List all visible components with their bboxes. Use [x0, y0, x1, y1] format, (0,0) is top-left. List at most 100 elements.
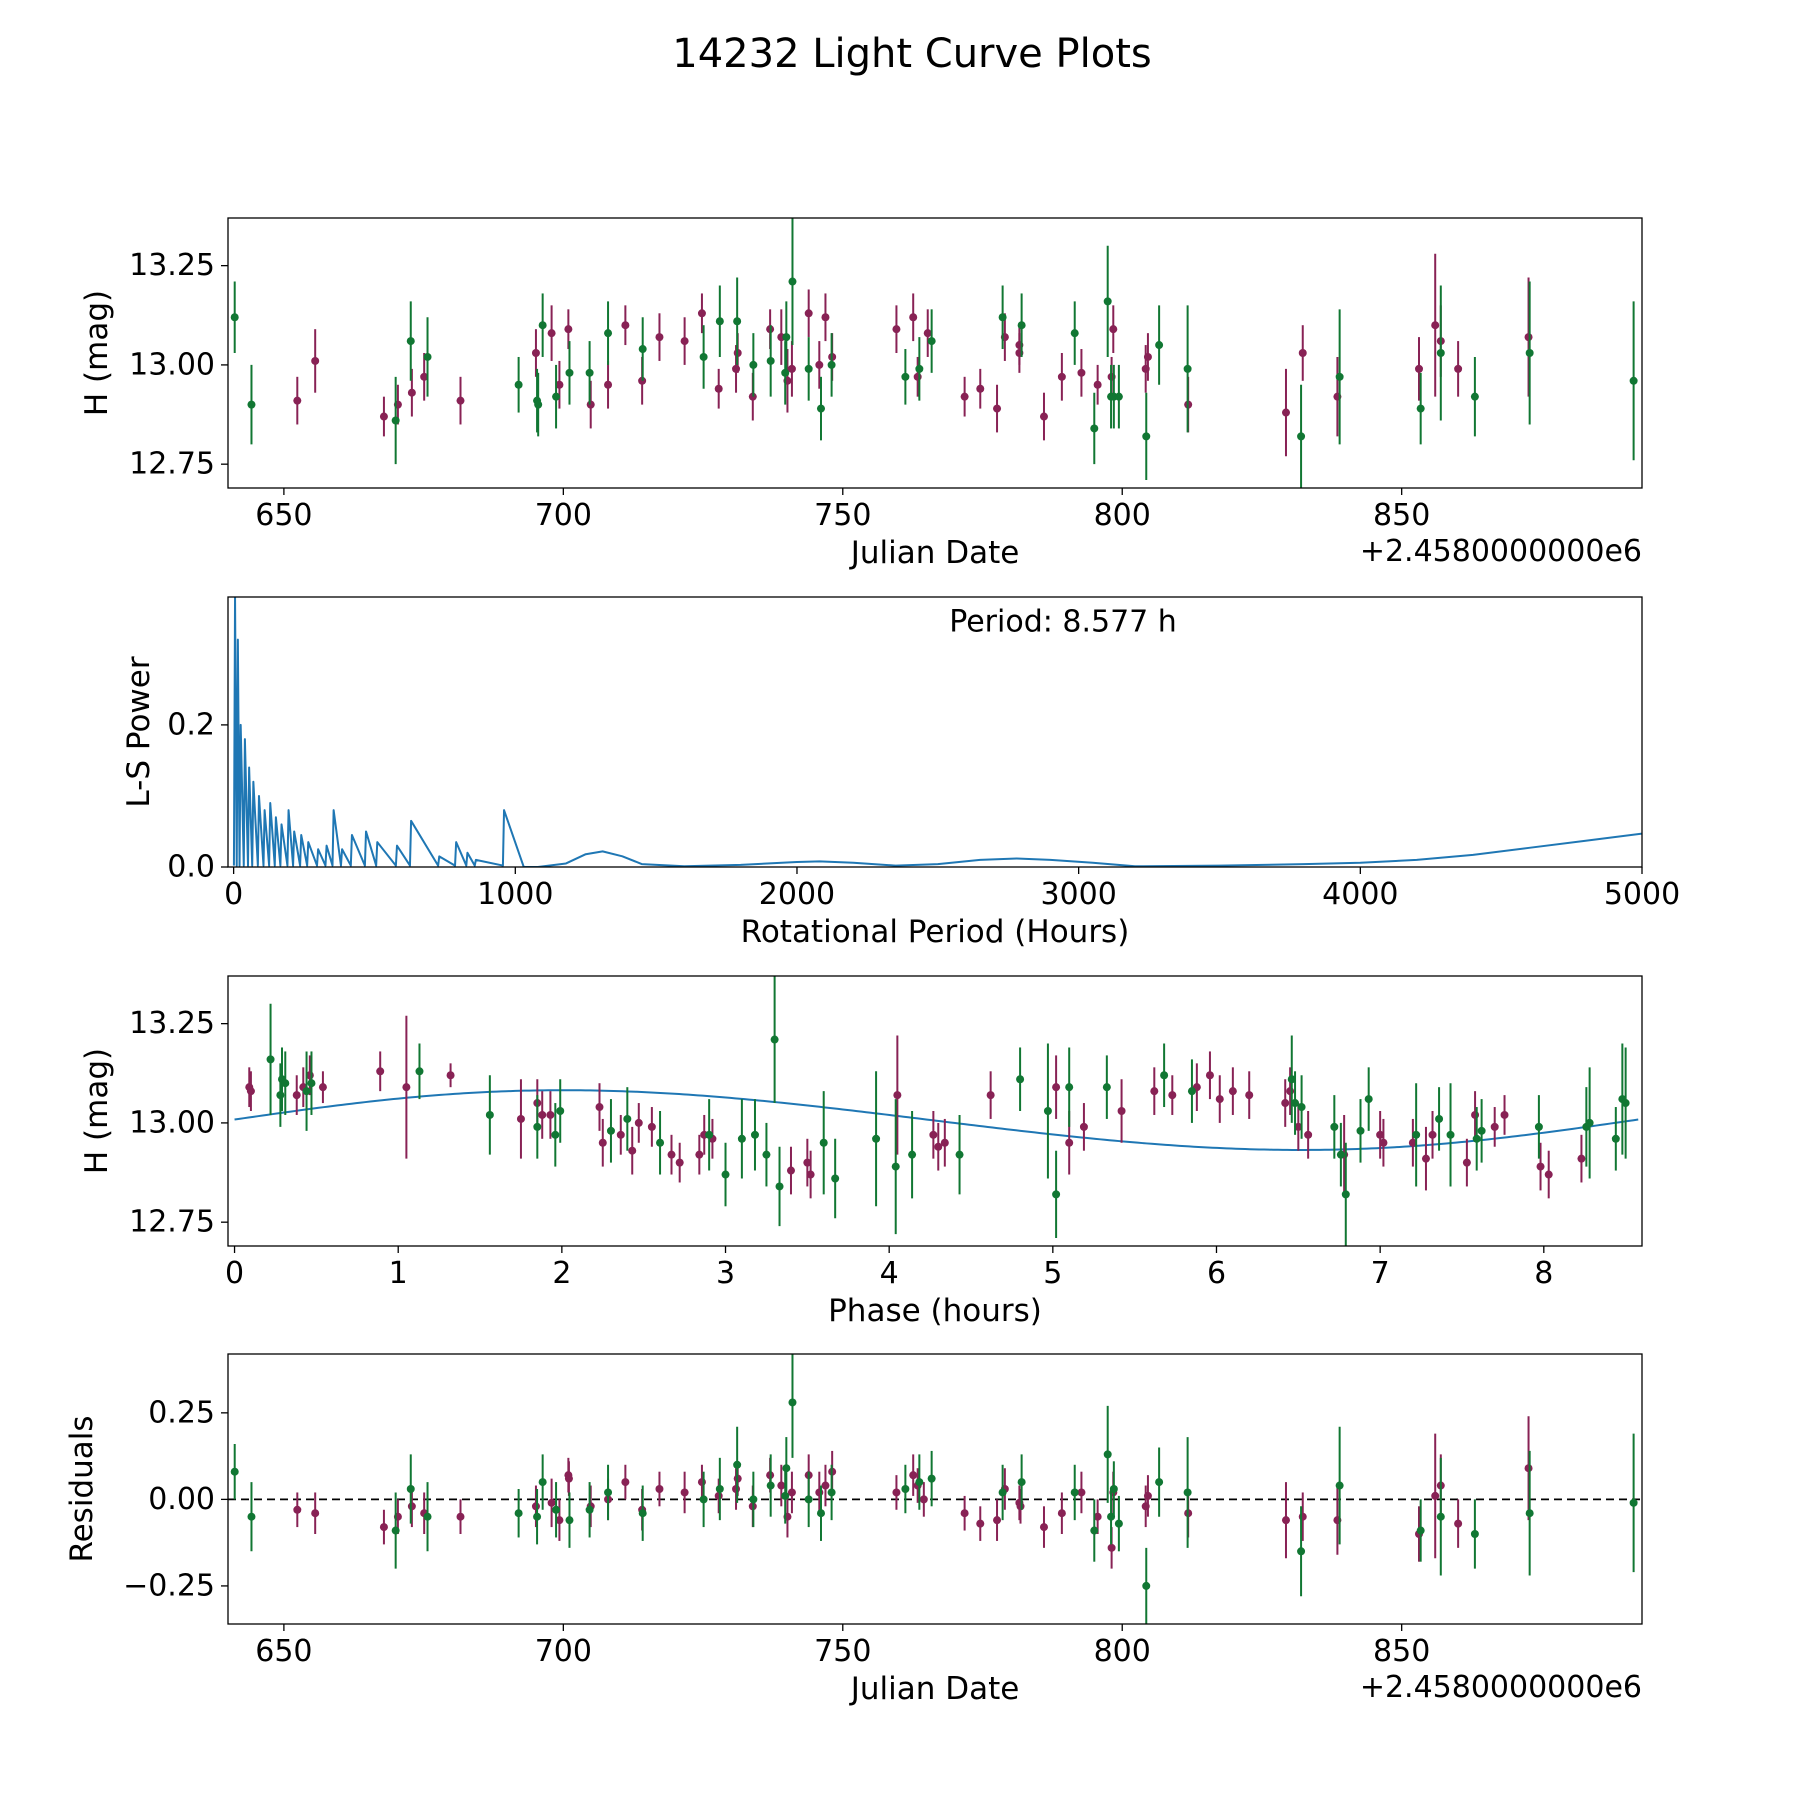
data-point — [1114, 1519, 1123, 1528]
data-point — [1286, 1087, 1295, 1096]
residuals-offset-label: +2.4580000000e6 — [1360, 1670, 1642, 1705]
data-point — [1536, 1162, 1545, 1171]
data-point — [1621, 1099, 1630, 1108]
series-band-1 — [293, 1416, 1533, 1569]
series-band-2 — [230, 1354, 1638, 1624]
data-point — [915, 364, 924, 373]
data-point — [749, 1495, 758, 1504]
data-point — [804, 1495, 813, 1504]
data-point — [1356, 1126, 1365, 1135]
data-point — [1090, 1526, 1099, 1535]
data-point — [1107, 1543, 1116, 1552]
data-point — [1070, 329, 1079, 338]
data-point — [1017, 1478, 1026, 1487]
data-point — [1454, 1519, 1463, 1528]
data-point — [564, 1474, 573, 1483]
figure-title: 14232 Light Curve Plots — [672, 31, 1151, 77]
x-tick-label: 4 — [880, 1256, 899, 1291]
data-point — [1298, 1512, 1307, 1521]
data-point — [1052, 1190, 1061, 1199]
power-spectrum-line — [232, 597, 1642, 867]
data-point — [788, 277, 797, 286]
data-point — [1525, 1509, 1534, 1518]
data-point — [1421, 1154, 1430, 1163]
x-tick-label: 800 — [1094, 1634, 1151, 1669]
data-point — [1470, 392, 1479, 401]
data-point — [1245, 1091, 1254, 1100]
data-point — [998, 1488, 1007, 1497]
phased-frame — [227, 975, 1643, 1247]
data-point — [1291, 1099, 1300, 1108]
data-point — [1435, 1114, 1444, 1123]
data-point — [1471, 1110, 1480, 1119]
data-point — [714, 1491, 723, 1500]
data-point — [831, 1174, 840, 1183]
data-point — [565, 1516, 574, 1525]
data-point — [302, 1087, 311, 1096]
data-point — [1017, 321, 1026, 330]
data-point — [1629, 1498, 1638, 1507]
data-point — [531, 1502, 540, 1511]
data-point — [1183, 364, 1192, 373]
data-point — [872, 1134, 881, 1143]
data-point — [1330, 1122, 1339, 1131]
data-point — [1577, 1154, 1586, 1163]
periodogram-frame — [227, 596, 1643, 868]
data-point — [1294, 1122, 1303, 1131]
data-point — [908, 1150, 917, 1159]
data-point — [1093, 1512, 1102, 1521]
data-point — [565, 368, 574, 377]
data-point — [538, 321, 547, 330]
residuals-xlabel: Julian Date — [849, 1671, 1020, 1707]
data-point — [1109, 1485, 1118, 1493]
data-point — [892, 325, 901, 334]
data-point — [1187, 1087, 1196, 1096]
data-point — [564, 325, 573, 334]
data-point — [1431, 321, 1440, 330]
data-point — [514, 1509, 523, 1518]
data-point — [407, 1502, 416, 1511]
data-point — [697, 309, 706, 318]
x-tick-label: 750 — [814, 1634, 871, 1669]
data-point — [628, 1146, 637, 1155]
phased-ylabel: H (mag) — [79, 1048, 115, 1174]
data-point — [901, 1485, 910, 1493]
data-point — [680, 337, 689, 346]
data-point — [1490, 1122, 1499, 1131]
data-point — [913, 372, 922, 381]
phased-plot-area — [234, 976, 1639, 1246]
data-point — [770, 1035, 779, 1044]
data-point — [787, 364, 796, 373]
data-point — [892, 1488, 901, 1497]
data-point — [816, 404, 825, 413]
data-point — [534, 400, 543, 409]
lightcurve-panel: 650 700 750 800 850 12.75 13.00 13.25 Julian Da… — [79, 217, 1643, 571]
data-point — [1093, 380, 1102, 389]
data-point — [782, 1464, 791, 1473]
data-point — [934, 1142, 943, 1151]
x-tick-label: 850 — [1373, 1634, 1430, 1669]
data-point — [586, 400, 595, 409]
data-point — [986, 1091, 995, 1100]
data-point — [246, 1087, 255, 1096]
data-point — [1335, 1481, 1344, 1490]
data-point — [750, 1130, 759, 1139]
data-point — [1205, 1071, 1214, 1080]
data-point — [1043, 1107, 1052, 1115]
data-point — [1142, 1581, 1151, 1590]
data-point — [806, 1170, 815, 1179]
data-point — [1428, 1130, 1437, 1139]
y-tick-label: 13.00 — [129, 1105, 215, 1140]
data-point — [976, 384, 985, 393]
periodogram-panel: 0 1000 2000 3000 4000 5000 0.0 0.2 Period: 8.57… — [121, 596, 1680, 950]
data-point — [1215, 1095, 1224, 1104]
x-tick-label: 700 — [535, 1634, 592, 1669]
data-point — [423, 352, 432, 361]
data-point — [621, 1478, 630, 1487]
data-point — [585, 1505, 594, 1514]
data-point — [293, 1505, 302, 1514]
data-point — [1057, 1509, 1066, 1518]
data-point — [715, 1485, 724, 1493]
x-tick-label: 0 — [225, 1256, 244, 1291]
data-point — [993, 1516, 1002, 1525]
